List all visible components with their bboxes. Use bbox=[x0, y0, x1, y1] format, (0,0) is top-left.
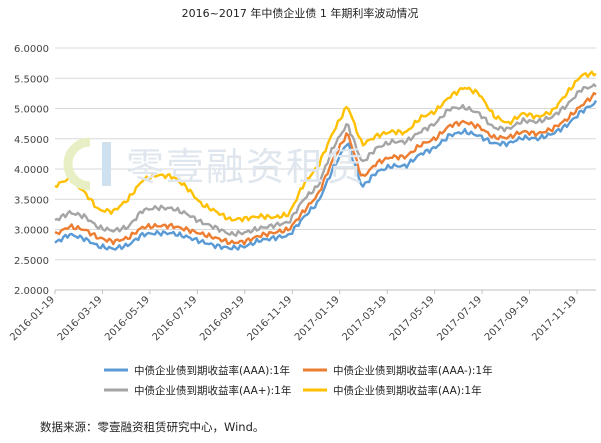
x-tick-label: 2016-01-19 bbox=[8, 294, 57, 343]
x-tick-label: 2017-09-19 bbox=[483, 294, 532, 343]
x-axis: 2016-01-192016-03-192016-05-192016-07-19… bbox=[8, 289, 596, 343]
legend-label: 中债企业债到期收益率(AAA-):1年 bbox=[333, 364, 493, 377]
y-tick-label: 4.5000 bbox=[14, 135, 49, 146]
y-tick-label: 6.0000 bbox=[14, 44, 49, 55]
x-tick-label: 2017-11-19 bbox=[530, 294, 579, 343]
y-tick-label: 4.0000 bbox=[14, 165, 49, 176]
y-tick-label: 3.0000 bbox=[14, 226, 49, 237]
x-tick-label: 2017-05-19 bbox=[388, 294, 437, 343]
legend: 中债企业债到期收益率(AAA):1年 中债企业债到期收益率(AAA-):1年中债企… bbox=[104, 364, 493, 397]
x-tick-label: 2016-05-19 bbox=[103, 294, 152, 343]
y-tick-label: 5.5000 bbox=[14, 74, 49, 85]
x-tick-label: 2017-03-19 bbox=[340, 294, 389, 343]
series-line bbox=[54, 83, 597, 237]
chart-title: 2016~2017 年中债企业债 1 年期利率波动情况 bbox=[182, 6, 419, 20]
series-line bbox=[54, 99, 598, 251]
x-tick-label: 2016-03-19 bbox=[56, 294, 105, 343]
legend-label: 中债企业债到期收益率(AAA):1年 bbox=[134, 364, 290, 377]
legend-label: 中债企业债到期收益率(AA+):1年 bbox=[134, 384, 291, 397]
x-tick-label: 2017-01-19 bbox=[293, 294, 342, 343]
y-tick-label: 2.0000 bbox=[14, 286, 49, 297]
x-tick-label: 2016-07-19 bbox=[151, 294, 200, 343]
legend-label: 中债企业债到期收益率(AA):1年 bbox=[333, 384, 482, 397]
y-tick-label: 3.5000 bbox=[14, 195, 49, 206]
source-note: 数据来源：零壹融资租赁研究中心，Wind。 bbox=[40, 420, 265, 434]
y-tick-label: 5.0000 bbox=[14, 105, 49, 116]
x-tick-label: 2017-07-19 bbox=[435, 294, 484, 343]
x-tick-label: 2016-11-19 bbox=[246, 294, 295, 343]
series-line bbox=[54, 70, 597, 223]
series-lines bbox=[54, 70, 598, 251]
x-tick-label: 2016-09-19 bbox=[198, 294, 247, 343]
series-line bbox=[54, 91, 597, 246]
y-axis: 6.0000 5.5000 5.0000 4.5000 4.0000 3.5000 3.00… bbox=[14, 44, 49, 297]
y-tick-label: 2.5000 bbox=[14, 256, 49, 267]
